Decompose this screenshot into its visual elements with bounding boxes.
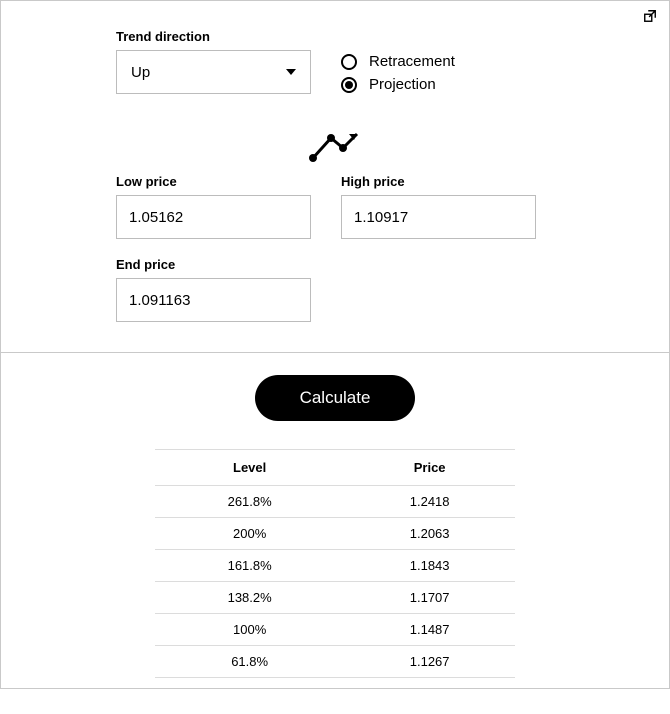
end-price-label: End price bbox=[116, 257, 649, 272]
radio-projection[interactable]: Projection bbox=[341, 76, 455, 93]
high-price-value: 1.10917 bbox=[354, 209, 408, 226]
mode-radio-group: Retracement Projection bbox=[341, 53, 455, 94]
cell-price: 1.2063 bbox=[344, 518, 515, 550]
end-price-input[interactable]: 1.091163 bbox=[116, 278, 311, 322]
results-panel: Calculate Level Price 261.8%1.2418200%1.… bbox=[0, 352, 670, 689]
low-price-input[interactable]: 1.05162 bbox=[116, 195, 311, 239]
radio-icon bbox=[341, 54, 357, 70]
header-price: Price bbox=[344, 450, 515, 486]
low-price-label: Low price bbox=[116, 174, 311, 189]
cell-price: 1.1843 bbox=[344, 550, 515, 582]
trend-up-icon bbox=[21, 128, 649, 164]
table-header-row: Level Price bbox=[155, 450, 515, 486]
radio-retracement-label: Retracement bbox=[369, 53, 455, 70]
cell-price: 1.1707 bbox=[344, 582, 515, 614]
cell-level: 161.8% bbox=[155, 550, 344, 582]
table-row: 200%1.2063 bbox=[155, 518, 515, 550]
results-table: Level Price 261.8%1.2418200%1.2063161.8%… bbox=[155, 449, 515, 678]
table-row: 100%1.1487 bbox=[155, 614, 515, 646]
cell-level: 61.8% bbox=[155, 646, 344, 678]
header-level: Level bbox=[155, 450, 344, 486]
radio-projection-label: Projection bbox=[369, 76, 436, 93]
cell-price: 1.2418 bbox=[344, 486, 515, 518]
high-price-field: High price 1.10917 bbox=[341, 174, 536, 239]
trend-direction-value: Up bbox=[131, 64, 150, 81]
end-price-field: End price 1.091163 bbox=[116, 257, 649, 322]
table-row: 138.2%1.1707 bbox=[155, 582, 515, 614]
table-row: 261.8%1.2418 bbox=[155, 486, 515, 518]
radio-retracement[interactable]: Retracement bbox=[341, 53, 455, 70]
high-price-input[interactable]: 1.10917 bbox=[341, 195, 536, 239]
end-price-value: 1.091163 bbox=[129, 292, 190, 309]
calculate-button[interactable]: Calculate bbox=[255, 375, 415, 421]
low-price-field: Low price 1.05162 bbox=[116, 174, 311, 239]
cell-level: 200% bbox=[155, 518, 344, 550]
cell-level: 138.2% bbox=[155, 582, 344, 614]
table-row: 161.8%1.1843 bbox=[155, 550, 515, 582]
input-panel: Trend direction Up Retracement Projectio… bbox=[0, 0, 670, 352]
cell-price: 1.1267 bbox=[344, 646, 515, 678]
expand-icon[interactable] bbox=[643, 9, 657, 23]
high-price-label: High price bbox=[341, 174, 536, 189]
table-row: 61.8%1.1267 bbox=[155, 646, 515, 678]
trend-direction-field: Trend direction Up bbox=[116, 29, 311, 94]
low-price-value: 1.05162 bbox=[129, 209, 183, 226]
trend-direction-select[interactable]: Up bbox=[116, 50, 311, 94]
cell-level: 100% bbox=[155, 614, 344, 646]
cell-level: 261.8% bbox=[155, 486, 344, 518]
radio-icon bbox=[341, 77, 357, 93]
cell-price: 1.1487 bbox=[344, 614, 515, 646]
chevron-down-icon bbox=[286, 69, 296, 75]
trend-direction-label: Trend direction bbox=[116, 29, 311, 44]
